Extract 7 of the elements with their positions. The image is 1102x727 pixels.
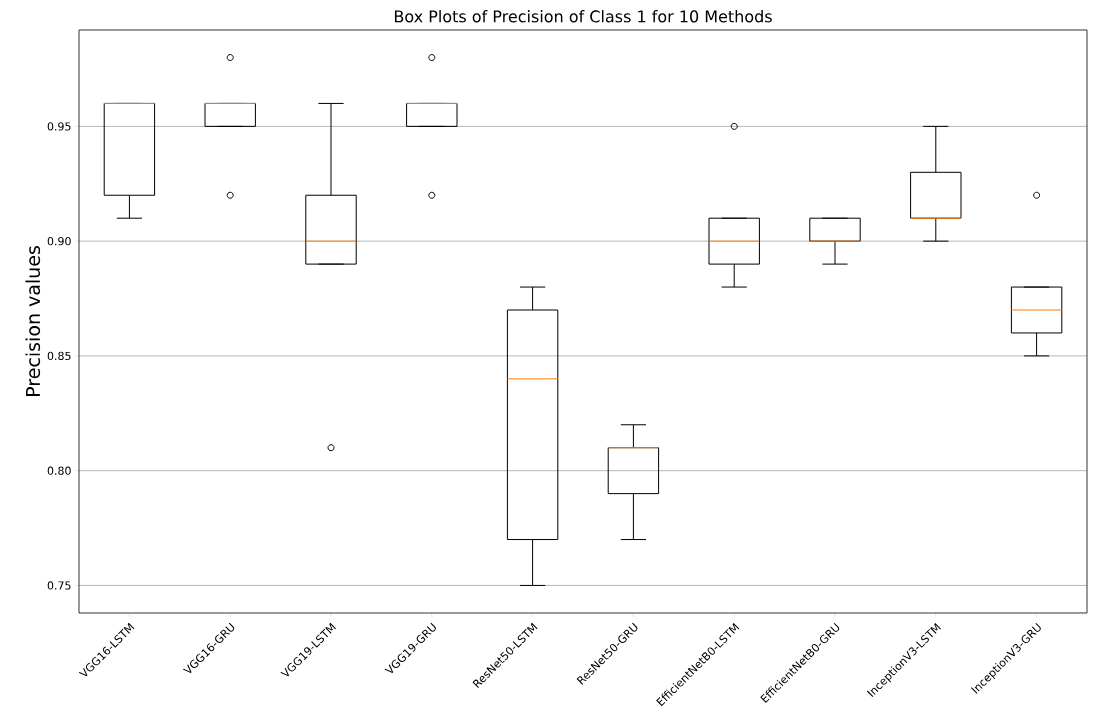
y-tick-label: 0.80: [47, 466, 71, 475]
y-tick-label: 0.75: [47, 581, 71, 590]
chart-title: Box Plots of Precision of Class 1 for 10 Methods: [394, 10, 772, 23]
y-tick-label: 0.85: [47, 351, 71, 361]
y-axis-title: Precision values: [25, 246, 41, 396]
y-tick-label: 0.95: [47, 122, 71, 131]
y-tick-label: 0.90: [47, 237, 71, 246]
